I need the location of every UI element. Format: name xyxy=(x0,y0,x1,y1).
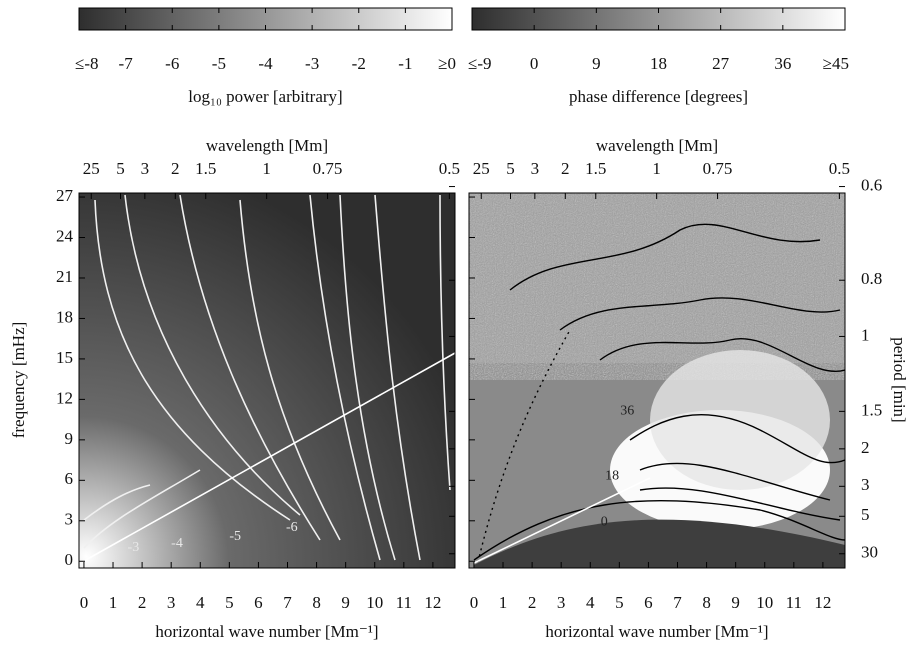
x-tick-label: 8 xyxy=(702,593,711,612)
colorbar-tick-label: ≥45 xyxy=(823,54,849,73)
x-tick-label: 2 xyxy=(138,593,147,612)
top-tick-label: 5 xyxy=(116,159,125,178)
top-tick-label: 1.5 xyxy=(195,159,216,178)
x-tick-label: 0 xyxy=(470,593,479,612)
x-tick-label: 5 xyxy=(615,593,624,612)
y-axis-label: frequency [mHz] xyxy=(9,322,28,439)
y-tick-label: 0 xyxy=(65,550,74,569)
x-tick-label: 8 xyxy=(312,593,321,612)
top-tick-label: 2 xyxy=(561,159,570,178)
x-tick-label: 9 xyxy=(341,593,350,612)
x-axis-label: horizontal wave number [Mm⁻¹] xyxy=(155,622,378,641)
colorbar-tick-label: 36 xyxy=(774,54,791,73)
right-tick-label: 5 xyxy=(861,505,870,524)
heatmap xyxy=(79,193,455,568)
colorbar-tick-label: 9 xyxy=(592,54,601,73)
y-tick-label: 18 xyxy=(56,307,73,326)
y-tick-label: 27 xyxy=(56,186,74,205)
top-tick-label: 1 xyxy=(262,159,271,178)
contour-label: -6 xyxy=(286,520,298,535)
contour-label: 36 xyxy=(620,404,634,419)
guide-line xyxy=(83,352,456,562)
x-tick-label: 12 xyxy=(424,593,441,612)
colorbar-tick-label: 0 xyxy=(530,54,539,73)
colorbar-tick-label: ≤-9 xyxy=(468,54,492,73)
colorbar-tick-label: -7 xyxy=(119,54,134,73)
top-tick-label: 0.5 xyxy=(439,159,460,178)
colorbar-tick-label: -4 xyxy=(258,54,273,73)
top-tick-label: 0.75 xyxy=(313,159,343,178)
top-tick-label: 25 xyxy=(83,159,100,178)
x-tick-label: 4 xyxy=(586,593,595,612)
x-tick-label: 4 xyxy=(196,593,205,612)
x-tick-label: 7 xyxy=(283,593,292,612)
colorbar-tick-label: ≤-8 xyxy=(75,54,99,73)
top-tick-label: 0.5 xyxy=(829,159,850,178)
y-tick-label: 24 xyxy=(56,226,74,245)
colorbar-tick-label: 18 xyxy=(650,54,667,73)
right-tick-label: 30 xyxy=(861,543,878,562)
x-tick-label: 3 xyxy=(167,593,176,612)
right-tick-label: 1.5 xyxy=(861,400,882,419)
top-tick-label: 25 xyxy=(473,159,490,178)
top-tick-label: 5 xyxy=(506,159,515,178)
x-tick-label: 1 xyxy=(499,593,508,612)
colorbar-tick-label: ≥0 xyxy=(438,54,456,73)
x-tick-label: 12 xyxy=(814,593,831,612)
contour-label: -3 xyxy=(128,540,140,555)
x-tick-label: 3 xyxy=(557,593,566,612)
y-tick-label: 6 xyxy=(65,469,74,488)
y-tick-label: 21 xyxy=(56,267,73,286)
colorbar-tick-label: -2 xyxy=(352,54,366,73)
x-axis-label: horizontal wave number [Mm⁻¹] xyxy=(545,622,768,641)
top-tick-label: 0.75 xyxy=(703,159,733,178)
x-tick-label: 2 xyxy=(528,593,537,612)
x-tick-label: 6 xyxy=(644,593,653,612)
x-tick-label: 7 xyxy=(673,593,682,612)
colorbar-label: log₁₀ power [arbitrary] xyxy=(188,87,342,106)
top-tick-label: 3 xyxy=(141,159,150,178)
x-tick-label: 11 xyxy=(786,593,802,612)
contour-label: 0 xyxy=(601,514,608,529)
colorbar-tick-label: -1 xyxy=(398,54,412,73)
y-tick-label: 12 xyxy=(56,388,73,407)
x-tick-label: 1 xyxy=(109,593,118,612)
right-tick-label: 1 xyxy=(861,325,870,344)
right-tick-label: 3 xyxy=(861,475,870,494)
right-axis-label: period [min] xyxy=(890,337,909,422)
right-tick-label: 0.6 xyxy=(861,175,882,194)
colorbar-tick-label: 27 xyxy=(712,54,730,73)
top-tick-label: 2 xyxy=(171,159,180,178)
contour-label: 18 xyxy=(605,468,619,483)
x-tick-label: 0 xyxy=(80,593,89,612)
contours xyxy=(83,194,451,561)
colorbar-label: phase difference [degrees] xyxy=(569,87,748,106)
top-axis-label: wavelength [Mm] xyxy=(206,136,328,155)
colorbar-tick-label: -3 xyxy=(305,54,319,73)
right-tick-label: 2 xyxy=(861,438,870,457)
colorbar-tick-label: -5 xyxy=(212,54,226,73)
top-tick-label: 1 xyxy=(652,159,661,178)
top-axis-label: wavelength [Mm] xyxy=(596,136,718,155)
y-tick-label: 9 xyxy=(65,429,74,448)
right-tick-label: 0.8 xyxy=(861,269,882,288)
x-tick-label: 6 xyxy=(254,593,263,612)
y-tick-label: 3 xyxy=(65,510,74,529)
x-tick-label: 10 xyxy=(366,593,383,612)
x-tick-label: 9 xyxy=(731,593,740,612)
contour-label: -5 xyxy=(229,529,241,544)
x-tick-label: 11 xyxy=(396,593,412,612)
x-tick-label: 10 xyxy=(756,593,773,612)
contour-label: -4 xyxy=(171,536,183,551)
heatmap xyxy=(469,193,845,568)
colorbar-tick-label: -6 xyxy=(165,54,179,73)
x-tick-label: 5 xyxy=(225,593,234,612)
y-tick-label: 15 xyxy=(56,348,73,367)
top-tick-label: 3 xyxy=(531,159,540,178)
top-tick-label: 1.5 xyxy=(585,159,606,178)
